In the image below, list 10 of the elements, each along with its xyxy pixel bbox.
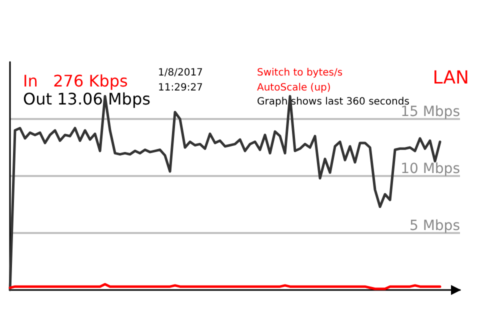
annotation: 1/8/2017 bbox=[158, 68, 203, 78]
annotation: Switch to bytes/s bbox=[257, 68, 343, 78]
text: In 276 Kbps bbox=[23, 72, 128, 90]
y-tick-label: 15 Mbps bbox=[400, 104, 460, 120]
y-tick-label: 5 Mbps bbox=[409, 218, 460, 234]
chart-title: LAN bbox=[432, 68, 470, 88]
annotation: AutoScale (up) bbox=[257, 82, 331, 94]
annotation: 11:29:27 bbox=[158, 82, 203, 94]
y-tick-label: 10 Mbps bbox=[400, 161, 460, 177]
series-label: Out 13.06 Mbps bbox=[23, 90, 150, 108]
